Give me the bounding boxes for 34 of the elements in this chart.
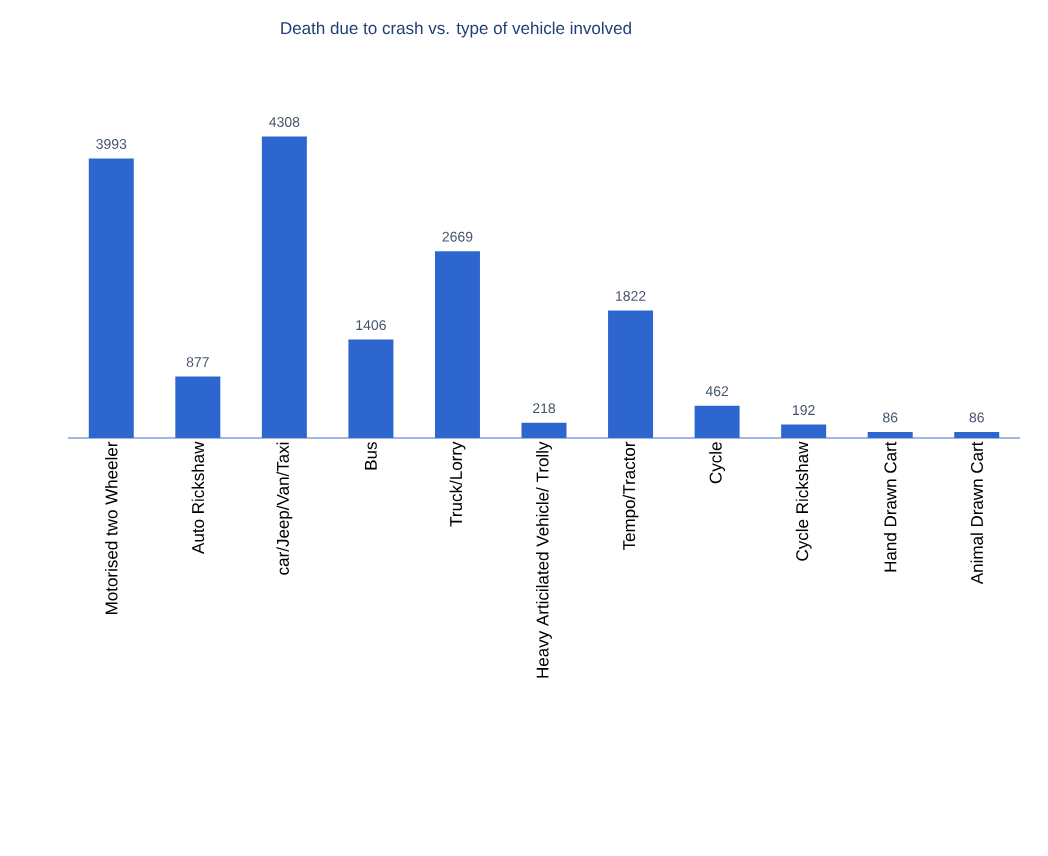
data-label: 877 — [186, 357, 209, 368]
x-tick-label: Heavy Articilated Vehicle/ Trolly — [536, 441, 552, 678]
bar — [434, 251, 480, 438]
x-tick-label: Animal Drawn Cart — [970, 441, 983, 585]
x-tick-label: Motorised two Wheeler — [105, 441, 118, 614]
bar — [781, 424, 827, 438]
chart-title: Death due to crash vs. type of vehicle involved — [281, 21, 631, 38]
data-label: 1406 — [356, 320, 386, 331]
data-label: 3993 — [96, 139, 127, 149]
bar — [175, 376, 221, 438]
data-label: 192 — [793, 405, 815, 416]
bar — [867, 431, 913, 438]
bar — [954, 431, 1000, 438]
data-label: 1822 — [616, 291, 646, 301]
x-tick-label: Truck/Lorry — [449, 441, 466, 527]
x-tick-label: Auto Rickshaw — [191, 441, 205, 554]
bar — [348, 339, 394, 438]
bar — [521, 422, 567, 438]
x-tick-label: Cycle Rickshaw — [795, 441, 812, 561]
x-tick-label: Hand Drawn Cart — [883, 441, 897, 572]
bar — [88, 158, 134, 438]
data-label: 86 — [969, 412, 984, 423]
bar — [261, 136, 307, 438]
x-tick-label: car/Jeep/Van/Taxi — [276, 442, 293, 575]
data-label: 86 — [883, 412, 898, 423]
data-label: 462 — [705, 386, 729, 397]
data-label: 4308 — [269, 116, 300, 127]
x-tick-label: Tempo/Tractor — [622, 441, 639, 551]
x-tick-label: Cycle — [709, 442, 726, 484]
bar — [694, 405, 740, 438]
data-label: 2669 — [442, 231, 473, 242]
data-label: 218 — [533, 403, 556, 414]
bar — [608, 310, 654, 438]
x-tick-label: Bus — [364, 442, 377, 470]
